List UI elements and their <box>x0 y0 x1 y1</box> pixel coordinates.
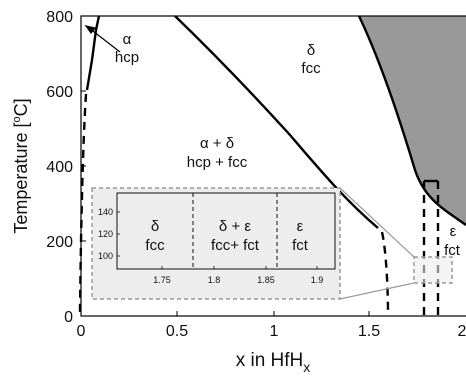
ytick-800: 800 <box>46 9 73 26</box>
inset-eps-phase: fct <box>292 237 309 254</box>
alpha-delta-phase: hcp + fcc <box>187 154 248 171</box>
alpha-phase: hcp <box>115 49 139 66</box>
inset: 140 120 100 1.75 1.8 1.85 1.9 δ fcc δ + … <box>91 187 341 300</box>
alpha-solvus-solid <box>85 15 101 91</box>
delta-phase: fcc <box>301 60 321 77</box>
alpha-symbol: α <box>123 31 132 48</box>
ytick-200: 200 <box>46 234 73 251</box>
inset-delta-symbol: δ <box>151 218 159 235</box>
inset-delta-eps-phase: fcc+ fct <box>211 237 260 254</box>
zoom-box <box>413 256 453 284</box>
delta-left-dashed <box>380 231 390 317</box>
inset-xtick-1.9: 1.9 <box>311 275 324 285</box>
inset-eps-symbol: ε <box>297 218 304 235</box>
ytick-400: 400 <box>46 159 73 176</box>
epsilon-symbol: ε <box>450 223 457 240</box>
alpha-arrow <box>84 25 121 53</box>
inset-ytick-140: 140 <box>98 207 113 217</box>
x-axis-label: x in HfHx <box>236 350 311 375</box>
inset-ytick-120: 120 <box>98 229 113 239</box>
delta-symbol: δ <box>307 42 315 59</box>
xtick-0.5: 0.5 <box>166 323 188 340</box>
shaded-region <box>327 16 466 225</box>
ytick-0: 0 <box>64 309 73 326</box>
xtick-1.5: 1.5 <box>358 323 380 340</box>
inset-xtick-1.8: 1.8 <box>208 275 221 285</box>
alpha-delta-symbol: α + δ <box>200 135 234 152</box>
y-axis-label-degree: o <box>11 116 23 122</box>
x-axis-label-main: x in HfH <box>236 350 304 371</box>
inset-delta-eps-symbol: δ + ε <box>219 218 251 235</box>
x-ticks <box>176 311 370 316</box>
xtick-0: 0 <box>77 323 86 340</box>
epsilon-phase: fct <box>444 242 461 259</box>
xtick-2: 2 <box>458 323 466 340</box>
inset-xtick-1.85: 1.85 <box>257 275 275 285</box>
inset-delta-phase: fcc <box>145 237 165 254</box>
x-axis-label-sub: x <box>303 359 310 375</box>
delta-right-solid <box>357 15 466 226</box>
inset-xtick-1.75: 1.75 <box>153 275 171 285</box>
delta-left-solid <box>174 15 379 229</box>
inset-connectors <box>339 187 415 300</box>
xtick-1: 1 <box>270 323 279 340</box>
y-axis-label: Temperature [oC] <box>11 98 31 233</box>
inset-ytick-100: 100 <box>98 251 113 261</box>
y-axis-label-prefix: Temperature [ <box>11 123 31 234</box>
y-axis-label-suffix: C] <box>11 98 31 116</box>
alpha-solvus-dashed <box>78 93 88 313</box>
ytick-600: 600 <box>46 84 73 101</box>
